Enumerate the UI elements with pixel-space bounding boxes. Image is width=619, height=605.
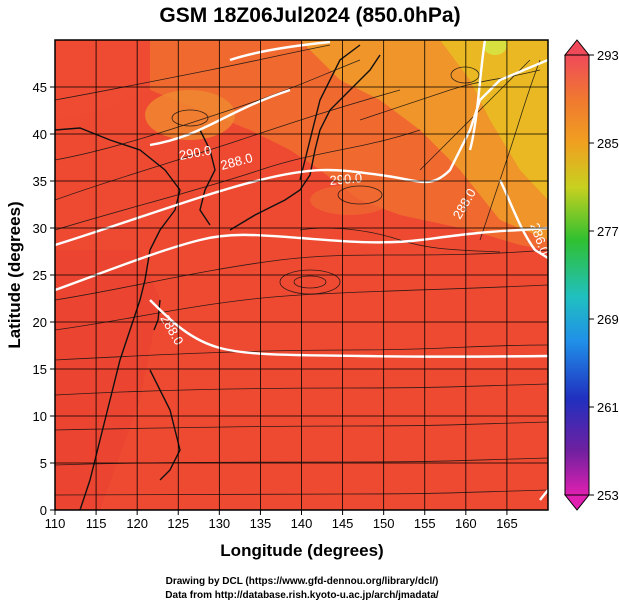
coastline-korea [199,129,216,226]
y-tick-label: 30 [33,221,47,236]
y-tick-label: 25 [33,268,47,283]
streamline [55,249,548,301]
field-region-orange-2 [310,185,390,215]
y-tick-label: 40 [33,127,47,142]
colorbar-top-arrow [563,39,591,56]
isotherm-contours [55,40,548,501]
y-tick-label: 45 [33,80,47,95]
coastline-china [55,127,181,251]
coastlines [55,44,381,510]
colorbar: 293 285 277 269 261 253 [563,39,619,511]
x-tick-label: 135 [250,516,272,531]
colorbar-tick-label: 269 [597,312,619,327]
streamline [55,44,331,101]
x-tick-label: 115 [86,516,107,531]
coastline-taiwan [153,299,161,331]
contour-label: 290.0 [329,170,363,188]
coastline-philippines [149,369,181,481]
x-axis-label: Longitude (degrees) [220,541,383,560]
x-tick-label: 130 [208,516,230,531]
streamline-eddy [450,66,480,84]
field-region-amber-2 [145,90,235,140]
streamline [55,59,361,161]
streamline [55,421,548,431]
x-tick-label: 140 [291,516,313,531]
streamline [55,284,548,331]
colorbar-tick-label: 261 [597,400,619,415]
temperature-field [55,40,548,510]
streamline [55,489,548,496]
y-axis-label: Latitude (degrees) [5,201,24,348]
x-tick-label: 110 [45,516,66,531]
x-tick-label: 155 [414,516,436,531]
streamline-eddy [337,185,383,205]
y-tick-label: 5 [40,456,47,471]
streamline [419,59,531,171]
isotherm-contour [229,40,331,62]
colorbar-scale [564,54,590,496]
x-tick-label: 150 [373,516,395,531]
contour-label: 290.0 [178,143,213,163]
x-tick-label: 165 [496,516,518,531]
y-axis: 0 5 10 15 20 25 30 35 40 45 [33,80,55,518]
streamline-eddy [279,269,341,295]
credit-line-data: Data from http://database.rish.kyoto-u.a… [165,590,439,601]
isotherm-contour [498,179,548,260]
isotherm-contour [149,88,291,147]
isotherm-contour [55,226,548,292]
colorbar-tick-label: 293 [597,48,619,63]
streamline [55,383,548,396]
colorbar-tick-label: 285 [597,136,619,151]
coastline-asia-south [79,249,151,510]
streamline [55,129,421,231]
credit-line-drawing: Drawing by DCL (https://www.gfd-dennou.o… [166,576,439,587]
y-tick-label: 20 [33,315,47,330]
colorbar-bottom-arrow [563,494,591,511]
x-tick-label: 145 [332,516,354,531]
isotherm-contour [539,489,548,501]
y-tick-label: 35 [33,174,47,189]
y-tick-label: 0 [40,503,47,518]
coastline-hokkaido [299,44,361,181]
coastline-japan [229,54,381,231]
colorbar-tick-label: 277 [597,224,619,239]
colorbar-ticks: 293 285 277 269 261 253 [589,48,619,503]
field-region-red-nw [55,40,150,120]
plot-area: 290.0 288.0 290.0 288.0 286.0 288.0 [54,39,552,511]
isotherm-contour [55,58,548,247]
streamline [479,59,541,241]
y-tick-label: 10 [33,409,47,424]
x-tick-label: 125 [167,516,189,531]
x-axis: 110 115 120 125 130 135 140 145 150 155 160 165 [45,510,518,531]
graticule-grid [55,40,548,510]
field-cool-spot [483,40,507,55]
y-tick-label: 15 [33,362,47,377]
field-region-red-sw [55,250,160,510]
streamline [55,344,548,361]
colorbar-tick-label: 253 [597,488,619,503]
map-title: GSM 18Z06Jul2024 (850.0hPa) [159,4,460,27]
field-region-yellow [440,40,548,200]
isotherm-contour [149,299,548,358]
x-tick-label: 160 [455,516,477,531]
x-tick-label: 120 [126,516,148,531]
isotherm-contour [468,40,487,151]
streamline-eddy [293,275,327,289]
streamline-eddy [171,109,209,127]
